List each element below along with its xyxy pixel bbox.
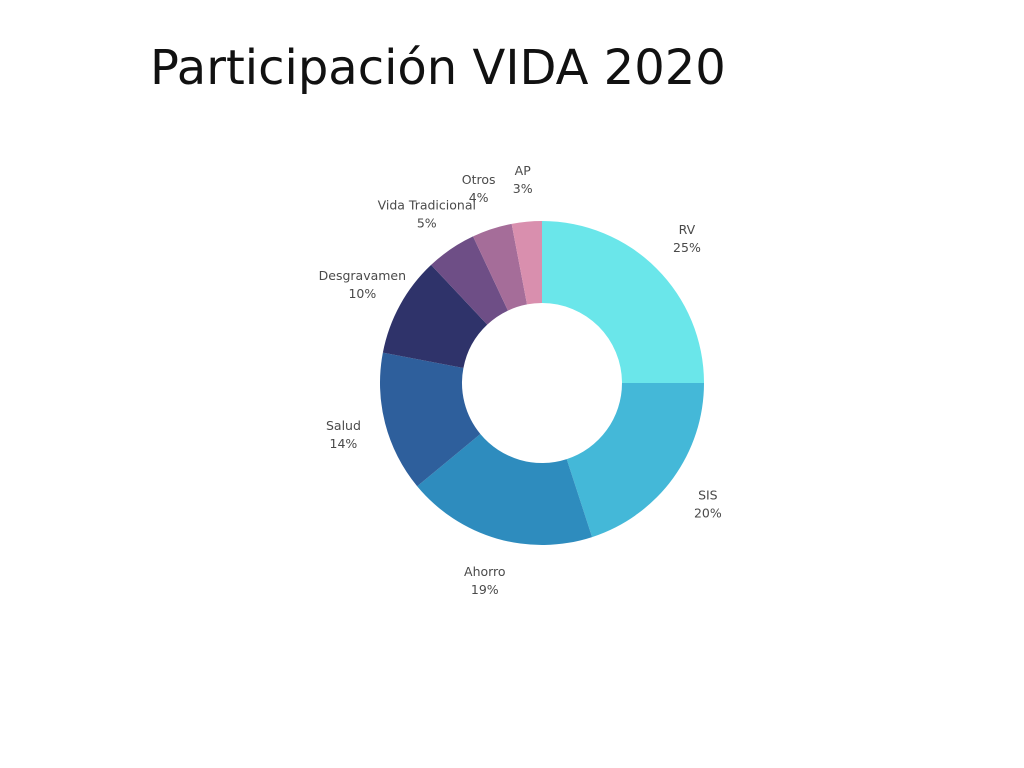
slice-ap — [511, 221, 542, 305]
slice-rv — [542, 221, 704, 383]
slice-label-salud: Salud 14% — [326, 418, 361, 451]
slice-label-ap: AP 3% — [513, 163, 533, 196]
slice-ahorro — [417, 433, 593, 545]
donut-slices — [380, 221, 704, 545]
slice-label-ahorro: Ahorro 19% — [464, 564, 506, 597]
slice-desgravamen — [382, 264, 488, 369]
slice-label-vida-tradicional: Vida Tradicional 5% — [378, 197, 476, 230]
slice-label-otros: Otros 4% — [462, 172, 496, 205]
donut-labels: RV 25% SIS 20% Ahorro 19% Salud 14% Desgravamen 1… — [319, 163, 722, 597]
chart-title: Participación VIDA 2020 — [150, 40, 726, 96]
slice-label-rv: RV 25% — [673, 222, 701, 255]
slice-salud — [380, 352, 481, 487]
slice-sis — [566, 383, 704, 538]
slice-label-desgravamen: Desgravamen 10% — [319, 268, 406, 301]
slice-otros — [473, 223, 528, 311]
slice-label-sis: SIS 20% — [694, 487, 722, 520]
slice-vida-tradicional — [431, 236, 508, 325]
